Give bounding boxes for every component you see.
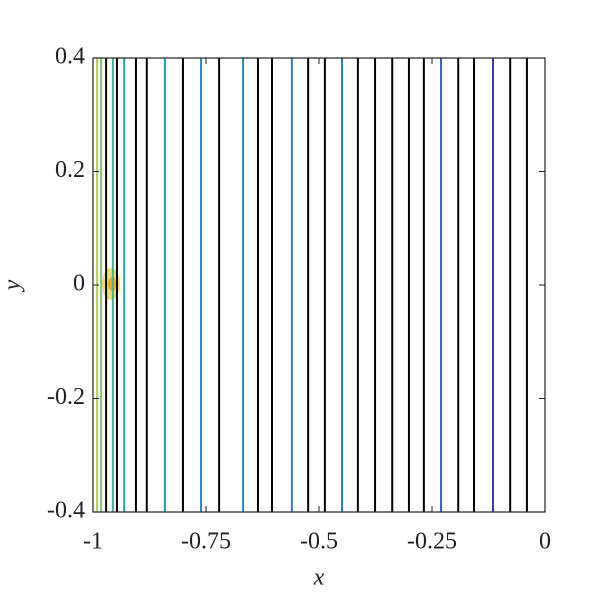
- y-tick-label: -0.2: [47, 384, 85, 410]
- x-tick-label: -0.5: [300, 529, 338, 555]
- y-axis-label: y: [0, 279, 26, 292]
- y-tick-label: 0.2: [55, 157, 85, 183]
- x-tick-label: -1: [83, 529, 103, 555]
- x-tick-label: -0.75: [181, 529, 231, 555]
- y-tick-label: -0.4: [47, 498, 85, 524]
- y-tick-label: 0: [73, 271, 85, 297]
- x-axis-label: x: [313, 565, 325, 591]
- x-tick-label: -0.25: [407, 529, 457, 555]
- x-tick-label: 0: [539, 529, 551, 555]
- plot-frame: [92, 57, 546, 513]
- y-tick-label: 0.4: [55, 44, 85, 70]
